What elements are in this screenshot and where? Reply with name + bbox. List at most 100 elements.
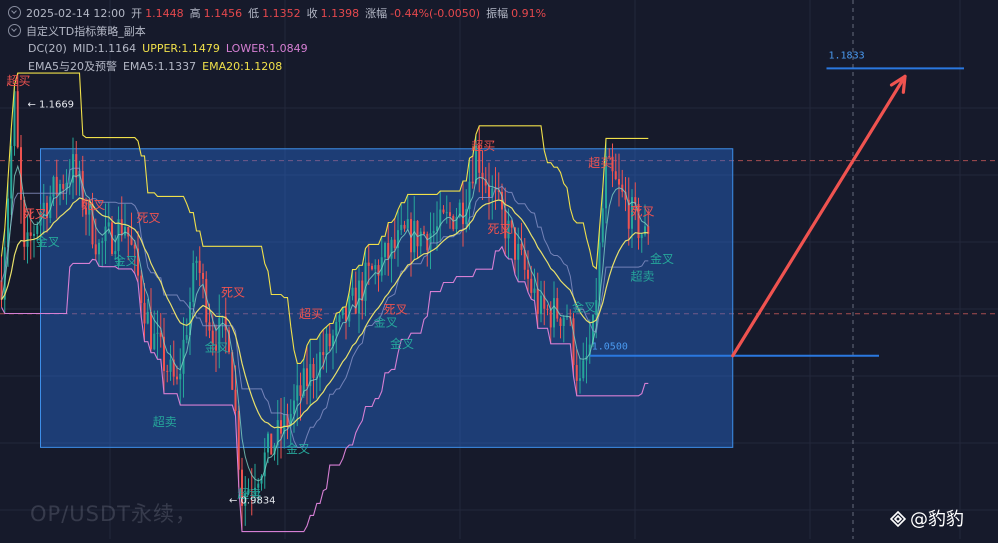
candle-body	[270, 433, 273, 455]
candle-body	[75, 154, 78, 178]
candle-body	[185, 335, 188, 340]
signal-label: 超买	[7, 73, 31, 88]
candle-body	[62, 183, 65, 189]
candle-body	[140, 275, 143, 303]
candle-body	[442, 209, 445, 213]
candle-body	[647, 226, 650, 234]
candle-body	[540, 295, 542, 315]
candle-body	[195, 260, 198, 263]
candle-body	[348, 295, 351, 322]
candle-body	[458, 202, 461, 217]
collapse-chevron-icon[interactable]	[8, 24, 21, 37]
symbol-watermark: OP/USDT永续，	[30, 502, 197, 526]
candle-body	[302, 368, 305, 396]
ema20-line	[0, 197, 649, 429]
candle-body	[549, 309, 552, 328]
target-level-label: 1.1833	[829, 50, 865, 61]
candle-body	[553, 298, 555, 328]
candle-body	[351, 287, 354, 296]
candle-body	[335, 321, 338, 336]
signal-label: 金叉	[114, 253, 138, 268]
signal-label: 金叉	[205, 339, 229, 354]
candle-body	[429, 233, 432, 251]
signal-label: 死叉	[81, 198, 105, 212]
candle-body	[176, 376, 178, 380]
candle-body	[419, 231, 422, 247]
price-marker-label: ← 0.9834	[229, 495, 276, 506]
candle-body	[231, 352, 234, 390]
signal-label: 超卖	[153, 414, 177, 429]
signal-label: 金叉	[36, 234, 60, 249]
low-label: 低	[248, 7, 260, 20]
signal-label: 死叉	[23, 207, 47, 221]
candle-body	[179, 373, 182, 380]
candle-body	[621, 184, 624, 192]
candle-body	[163, 336, 165, 371]
candle-body	[55, 176, 58, 195]
candle-body	[124, 226, 126, 236]
candle-body	[215, 344, 217, 351]
dc-indicator-line[interactable]: DC(20) MID:1.1164 UPPER:1.1479 LOWER:1.0849	[28, 42, 314, 56]
candle-body	[159, 332, 162, 337]
candle-body	[556, 298, 559, 319]
candle-body	[566, 316, 568, 318]
collapse-chevron-icon[interactable]	[8, 6, 21, 19]
candle-body	[150, 311, 152, 350]
low-value: 1.1352	[262, 7, 301, 20]
candle-body	[514, 227, 516, 260]
candle-body	[345, 307, 347, 322]
candle-body	[26, 232, 29, 247]
candle-body	[137, 248, 139, 276]
candle-body	[49, 196, 52, 219]
candle-body	[588, 344, 591, 357]
candle-body	[23, 199, 26, 247]
candle-body	[488, 185, 490, 198]
candle-body	[153, 333, 156, 350]
candle-body	[244, 493, 247, 506]
candle-body	[273, 445, 276, 455]
candle-body	[257, 483, 260, 488]
dc-lower: LOWER:1.0849	[225, 42, 308, 55]
candle-body	[361, 280, 364, 301]
strategy-line[interactable]: 自定义TD指标策略_副本	[8, 24, 146, 39]
candle-body	[13, 91, 16, 147]
candle-body	[101, 241, 104, 243]
candle-body	[228, 330, 230, 353]
signal-label: 死叉	[384, 303, 408, 317]
candle-body	[397, 230, 399, 248]
candle-body	[312, 364, 315, 378]
ohlc-line: 2025-02-14 12:00 开 1.1448 高 1.1456 低 1.1352 收 1.…	[8, 6, 552, 21]
candle-body	[403, 224, 406, 229]
candle-body	[484, 178, 487, 186]
candle-body	[455, 216, 458, 230]
candle-body	[166, 370, 169, 372]
candle-body	[579, 378, 581, 381]
candle-body	[608, 156, 611, 158]
target-arrow-head	[889, 74, 907, 94]
signal-label: 超买	[588, 155, 612, 170]
candle-body	[36, 225, 39, 234]
candle-body	[627, 199, 630, 229]
candle-body	[120, 219, 123, 236]
signal-label: 死叉	[488, 222, 512, 236]
brand-handle: @豹豹	[910, 509, 964, 530]
candle-body	[322, 352, 325, 355]
candle-body	[20, 147, 22, 200]
candle-body	[374, 265, 377, 270]
candle-body	[286, 414, 289, 427]
candle-body	[393, 239, 396, 248]
candle-body	[127, 226, 130, 237]
price-marker-label: ← 1.1669	[28, 100, 75, 111]
candle-body	[309, 364, 312, 387]
candle-body	[192, 262, 195, 302]
candle-body	[377, 265, 380, 276]
candle-body	[462, 202, 464, 225]
candle-body	[247, 489, 250, 494]
candle-body	[289, 413, 292, 427]
ema-indicator-line[interactable]: EMA5与20及预警 EMA5:1.1337 EMA20:1.1208	[28, 60, 288, 74]
candle-body	[582, 360, 585, 379]
amplitude-label: 振幅	[486, 7, 509, 20]
candle-body	[611, 156, 614, 172]
